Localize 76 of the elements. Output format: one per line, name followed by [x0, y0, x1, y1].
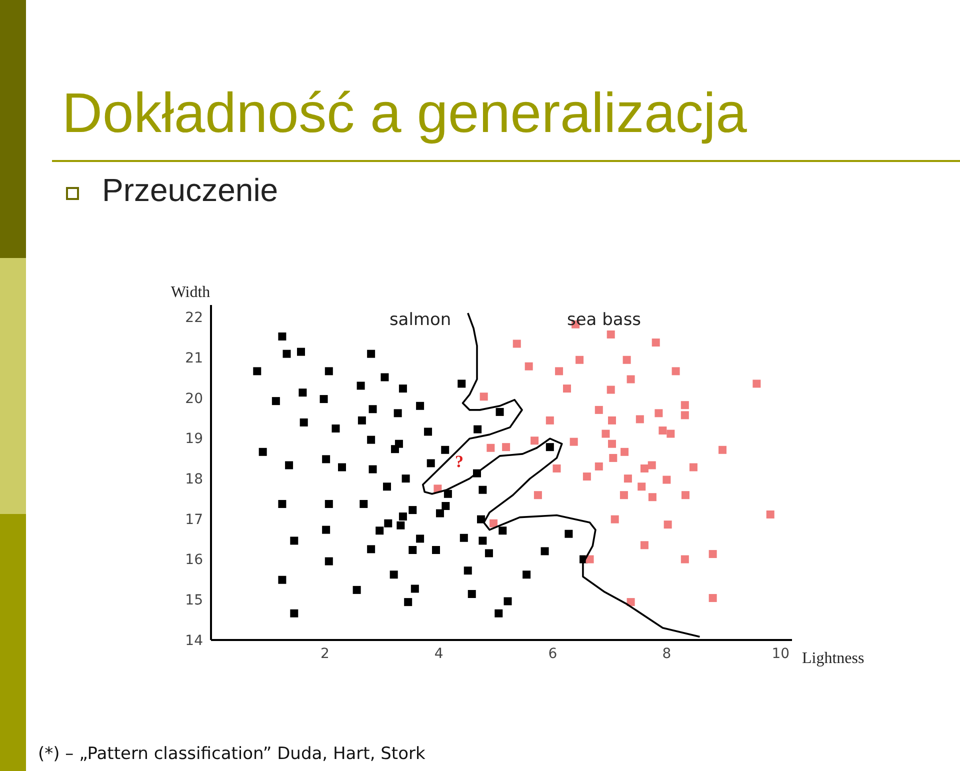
point [666, 430, 675, 438]
x-tick-label: 2 [320, 646, 330, 662]
point [640, 464, 648, 472]
point [576, 356, 584, 364]
y-tick-label: 16 [185, 552, 204, 568]
point [680, 555, 689, 564]
point [622, 356, 631, 364]
point [626, 375, 635, 384]
point [648, 461, 656, 470]
point [608, 440, 616, 448]
y-tick-label: 15 [185, 592, 203, 609]
x-tick-label: 10 [772, 646, 790, 662]
point [594, 406, 603, 414]
point [640, 541, 648, 550]
point [502, 443, 510, 452]
point [490, 519, 498, 528]
point [658, 426, 667, 435]
y-tick-label: 17 [185, 512, 203, 528]
point [586, 555, 594, 564]
point [708, 594, 717, 602]
point [606, 386, 615, 394]
y-axis-title: Width [170, 284, 210, 301]
point [610, 515, 619, 524]
point [680, 401, 689, 410]
point [555, 367, 564, 376]
chart-subtitle: Przeuczenie [102, 172, 278, 209]
point [708, 550, 717, 558]
annotation: ? [455, 452, 464, 472]
point [512, 340, 521, 348]
x-tick-label: 6 [548, 646, 558, 662]
y-tick-label: 18 [185, 472, 203, 488]
point [662, 476, 671, 484]
point [638, 482, 646, 491]
point [534, 491, 542, 500]
series-label: salmon [389, 310, 452, 330]
y-tick-label: 22 [185, 310, 203, 326]
point [752, 380, 761, 388]
y-tick-label: 14 [185, 632, 204, 649]
point [689, 463, 698, 472]
point [636, 415, 644, 424]
chart-title: Dokładność a generalizacja [62, 80, 747, 145]
point [626, 598, 635, 606]
point [620, 491, 628, 500]
point [530, 436, 539, 445]
y-tick-label: 19 [185, 431, 203, 448]
point [594, 462, 603, 470]
x-tick-label: 8 [662, 646, 672, 662]
point [570, 438, 578, 446]
point [624, 474, 632, 483]
point [480, 392, 488, 401]
point [664, 520, 672, 529]
point [681, 491, 690, 500]
point [620, 448, 629, 456]
point [718, 446, 727, 454]
x-tick-label: 4 [434, 646, 444, 662]
point [652, 338, 660, 347]
point [654, 409, 663, 418]
point [524, 362, 533, 370]
y-tick-label: 21 [185, 350, 203, 366]
point [609, 454, 618, 462]
point [608, 416, 616, 424]
point [648, 493, 656, 502]
point [672, 367, 680, 376]
point [606, 330, 615, 338]
point [486, 444, 495, 452]
point [552, 464, 561, 472]
y-tick-label: 20 [185, 390, 203, 407]
point [680, 411, 689, 420]
point [546, 416, 554, 424]
x-axis-title: Lightness [802, 650, 864, 668]
point [602, 430, 610, 438]
point [563, 384, 572, 393]
point [766, 510, 774, 518]
series-label: sea bass [567, 310, 642, 330]
point [582, 472, 591, 481]
text: (*) – „Pattern classification” Duda, Hart, Stork [38, 744, 426, 764]
